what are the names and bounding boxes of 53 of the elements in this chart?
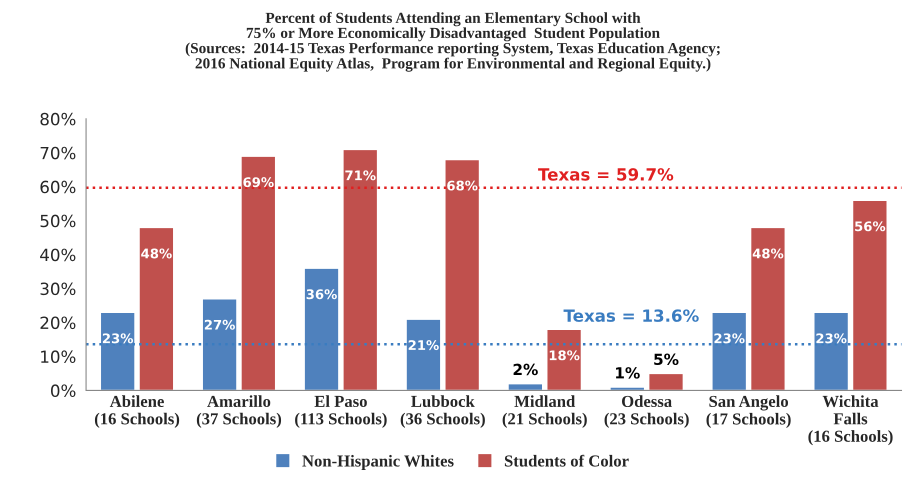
data-label: 69% <box>243 177 274 188</box>
data-label: 56% <box>855 221 886 232</box>
data-label: 1% <box>616 367 640 379</box>
ref-line-label: Texas = 59.7% <box>538 168 674 181</box>
data-label: 68% <box>447 180 478 191</box>
data-label: 18% <box>550 350 580 360</box>
y-tick-label: 0% <box>51 384 76 397</box>
data-label: 27% <box>204 320 235 330</box>
y-tick-label: 60% <box>40 180 76 194</box>
bar <box>240 155 276 390</box>
bar <box>342 148 378 390</box>
bar <box>202 298 238 390</box>
data-label: 5% <box>654 354 679 366</box>
data-label: 71% <box>345 170 376 180</box>
bar <box>711 312 748 390</box>
bar <box>100 312 136 390</box>
data-label: 23% <box>816 333 847 344</box>
legend-label: Students of Color <box>504 454 629 467</box>
y-tick-label: 30% <box>40 282 76 296</box>
x-tick-label: Odessa (23 Schools) <box>604 395 689 428</box>
bar <box>852 200 888 390</box>
data-label: 48% <box>752 248 784 258</box>
y-tick-label: 20% <box>40 316 76 330</box>
data-label: 2% <box>514 364 538 376</box>
bar <box>138 226 174 390</box>
bar <box>507 382 544 390</box>
data-label: 23% <box>102 333 134 344</box>
data-label: 23% <box>714 333 745 344</box>
bar <box>444 158 480 390</box>
y-tick-label: 40% <box>40 248 76 262</box>
y-tick-label: 50% <box>40 214 76 228</box>
data-label: 48% <box>141 248 172 258</box>
bar <box>546 328 582 390</box>
bar <box>750 226 786 390</box>
data-label: 21% <box>408 340 439 350</box>
y-tick-label: 80% <box>40 112 76 126</box>
bar <box>648 372 684 390</box>
chart-title: Percent of Students Attending an Elementary School with 75% or More Economically Disadvantaged Student Population (Sources: 2014-15 Texas Performance reporting System, Texas Education Agency; 2016 National Equity Atlas, Program for Environmental and Regional Equity.) <box>186 12 720 72</box>
x-tick-label: Lubbock (36 Schools) <box>400 395 485 428</box>
bar <box>303 268 340 390</box>
legend-label: Non-Hispanic Whites <box>302 454 454 470</box>
y-tick-label: 70% <box>40 146 76 160</box>
ref-line-label: Texas = 13.6% <box>564 309 699 322</box>
x-tick-label: Amarillo (37 Schools) <box>196 395 282 428</box>
bar <box>405 318 442 390</box>
x-tick-label: Wichita Falls (16 Schools) <box>808 395 893 446</box>
x-tick-label: San Angelo (17 Schools) <box>706 395 791 428</box>
x-tick-label: El Paso (113 Schools) <box>295 395 387 428</box>
x-tick-label: Midland (21 Schools) <box>502 395 587 428</box>
bar <box>813 312 850 390</box>
data-label: 36% <box>306 289 337 300</box>
y-tick-label: 10% <box>41 350 76 364</box>
x-tick-label: Abilene (16 Schools) <box>94 395 180 428</box>
